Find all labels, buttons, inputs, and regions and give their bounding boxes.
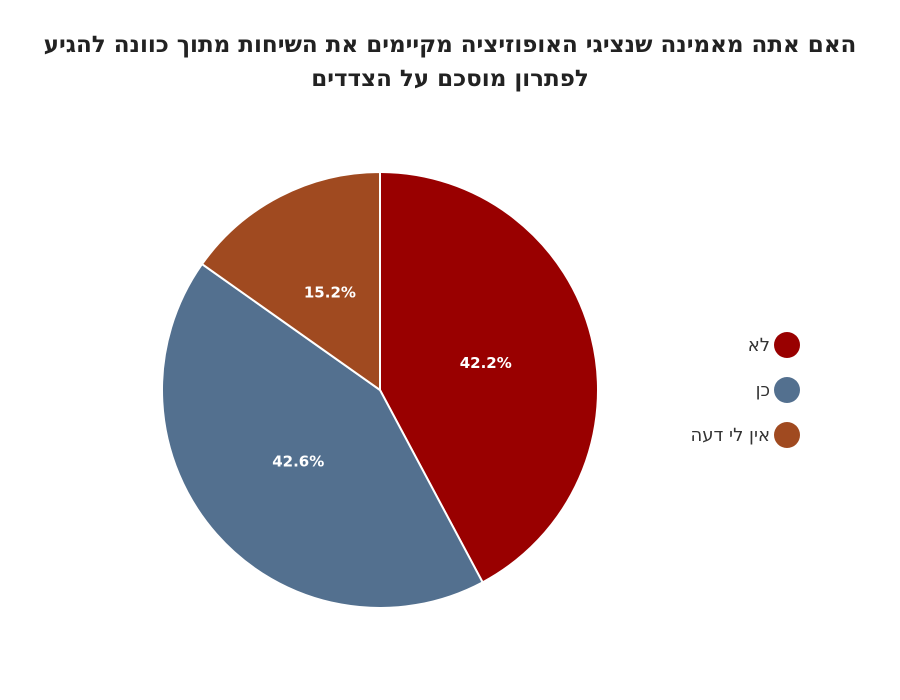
- slice-data-label: 42.6%: [272, 453, 324, 471]
- pie-slice: [200, 170, 381, 392]
- slice-data-label: 15.2%: [304, 284, 356, 302]
- legend-item: לא: [690, 330, 800, 360]
- legend: לא כן אין לי דעה: [690, 330, 800, 465]
- legend-label: כן: [755, 379, 770, 401]
- pie-slice: [379, 170, 599, 584]
- slice-data-label: 42.2%: [460, 354, 512, 372]
- chart-title: האם אתה מאמינה שנציגי האופוזיציה מקיימים…: [43, 32, 857, 92]
- legend-swatch: [774, 422, 800, 448]
- legend-label: אין לי דעה: [690, 424, 770, 446]
- legend-label: לא: [747, 334, 770, 356]
- legend-item: אין לי דעה: [690, 420, 800, 450]
- legend-item: כן: [690, 375, 800, 405]
- legend-swatch: [774, 332, 800, 358]
- legend-swatch: [774, 377, 800, 403]
- pie-slice: [161, 262, 484, 609]
